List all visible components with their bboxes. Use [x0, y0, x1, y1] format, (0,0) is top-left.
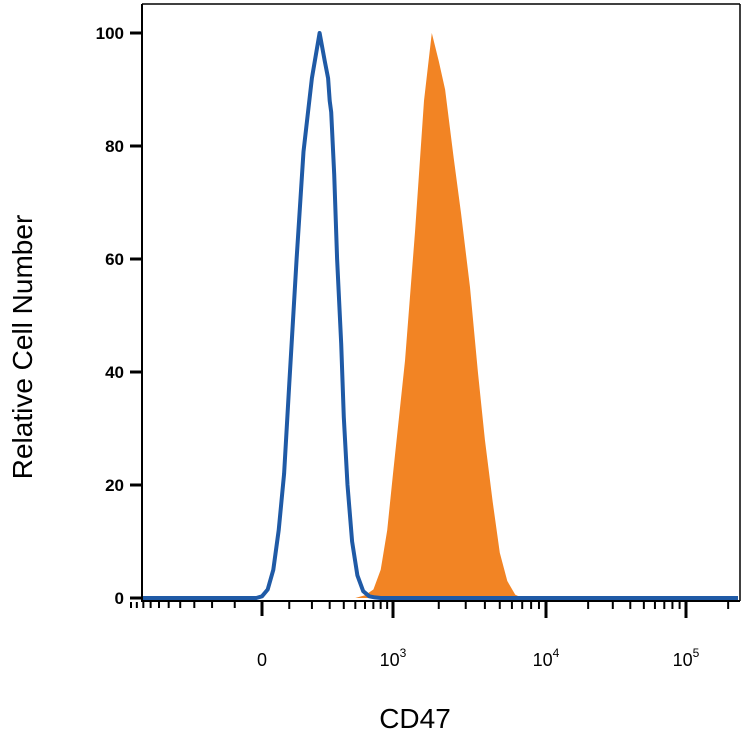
series-line-histogram: [143, 31, 738, 600]
y-tick-label: 100: [96, 24, 124, 43]
x-tick-label: 105: [673, 646, 700, 670]
x-axis-label: CD47: [379, 703, 451, 734]
y-tick-label: 0: [115, 589, 124, 608]
y-tick-label: 20: [105, 476, 124, 495]
x-tick-label: 104: [533, 646, 560, 670]
y-tick-label: 60: [105, 250, 124, 269]
y-tick-label: 40: [105, 363, 124, 382]
y-axis-label: Relative Cell Number: [7, 215, 38, 480]
x-tick-label: 103: [380, 646, 407, 670]
tick-labels: 0 20 40 60 80 100 0 103 104 105: [96, 24, 700, 670]
y-tick-label: 80: [105, 137, 124, 156]
plot-area: [143, 31, 738, 600]
axes: [130, 3, 741, 618]
series-filled-histogram: [355, 33, 523, 598]
x-tick-label: 0: [257, 650, 267, 670]
